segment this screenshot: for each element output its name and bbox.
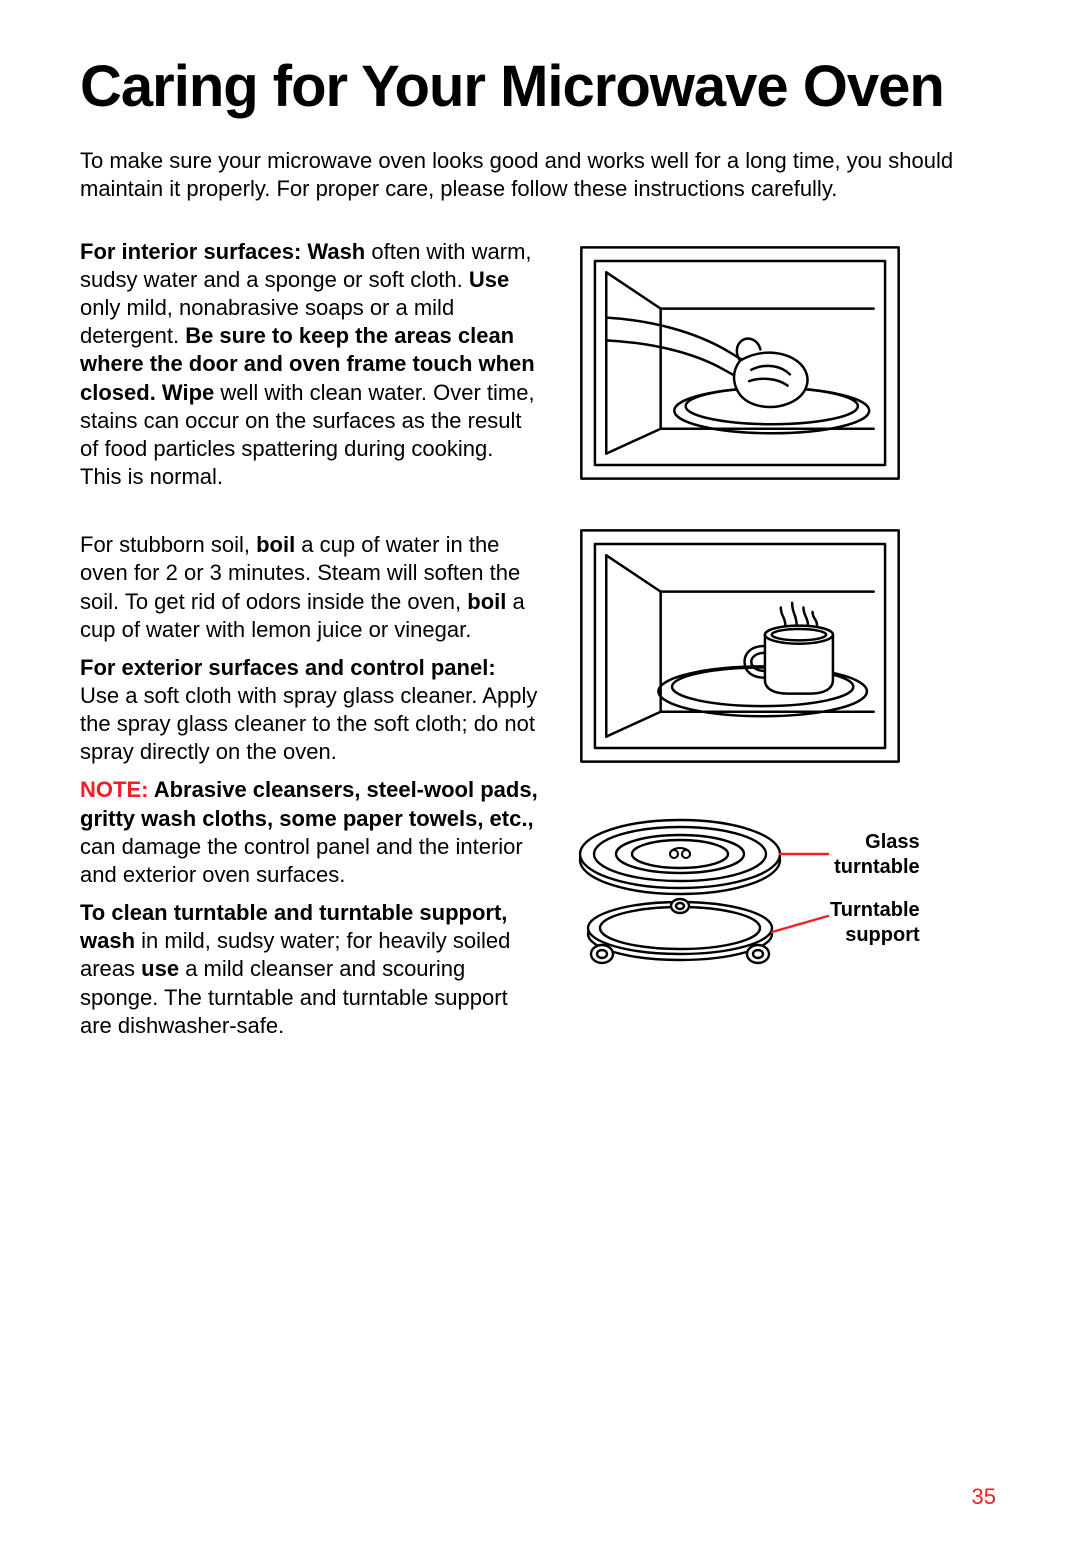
manual-page: Caring for Your Microwave Oven To make s…	[0, 0, 1080, 1560]
note-label: NOTE:	[80, 777, 154, 802]
text: Glass	[830, 830, 920, 855]
page-number: 35	[972, 1484, 996, 1510]
turntable-labels: Glass turntable Turntable support	[830, 804, 920, 948]
para-turntable: To clean turntable and turntable support…	[80, 899, 540, 1040]
intro-paragraph: To make sure your microwave oven looks g…	[80, 147, 1000, 204]
figure-steam-cup	[570, 521, 1000, 776]
para-exterior: For exterior surfaces and control panel:…	[80, 654, 540, 767]
text: boil	[467, 589, 512, 614]
text: boil	[256, 532, 301, 557]
turntable-parts-illustration-icon	[570, 804, 830, 984]
text: For exterior surfaces and control panel:	[80, 655, 496, 680]
two-column-layout: For interior surfaces: Wash often with w…	[80, 238, 1000, 1066]
text: use	[141, 956, 185, 981]
text: Use	[469, 267, 509, 292]
wipe-illustration-icon	[570, 238, 910, 488]
label-glass-turntable: Glass turntable	[830, 830, 920, 880]
para-stubborn: For stubborn soil, boil a cup of water i…	[80, 531, 540, 644]
steam-cup-illustration-icon	[570, 521, 910, 771]
text: can damage the control panel and the int…	[80, 834, 523, 887]
page-title: Caring for Your Microwave Oven	[80, 56, 1000, 119]
figure-wipe-interior	[570, 238, 1000, 493]
para-interior: For interior surfaces: Wash often with w…	[80, 238, 540, 491]
right-column: Glass turntable Turntable support	[570, 238, 1000, 1066]
text: For interior surfaces: Wash	[80, 239, 371, 264]
text: Use a soft cloth with spray glass cleane…	[80, 683, 537, 764]
text: Turntable	[830, 898, 920, 923]
figure-turntable-parts: Glass turntable Turntable support	[570, 804, 1000, 984]
left-column: For interior surfaces: Wash often with w…	[80, 238, 540, 1066]
text: turntable	[830, 855, 920, 880]
text: For stubborn soil,	[80, 532, 256, 557]
label-turntable-support: Turntable support	[830, 898, 920, 948]
text: support	[830, 923, 920, 948]
para-note: NOTE: Abrasive cleansers, steel-wool pad…	[80, 776, 540, 889]
